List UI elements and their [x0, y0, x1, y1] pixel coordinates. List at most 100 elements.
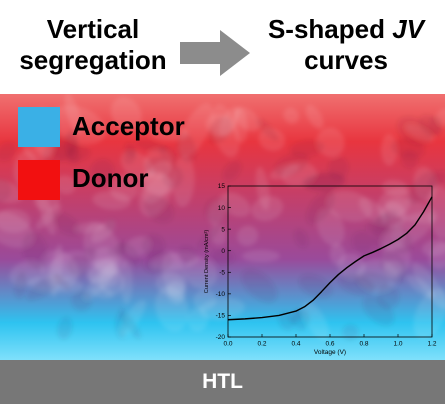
domain-blob	[242, 249, 280, 263]
y-tick-label: -15	[216, 313, 226, 320]
domain-blob	[210, 248, 236, 266]
acceptor-legend-label: Acceptor	[72, 111, 185, 141]
domain-blob	[57, 316, 73, 340]
domain-blob	[294, 228, 308, 248]
domain-blob	[83, 246, 98, 263]
domain-blob	[155, 272, 186, 296]
header-band: Vertical segregation S-shaped JV curves	[0, 0, 445, 94]
domain-blob	[233, 107, 248, 144]
title-right-line1: S-shaped JV	[250, 14, 442, 45]
domain-blob	[338, 273, 375, 296]
domain-blob	[422, 239, 445, 257]
x-tick-label: 0.0	[223, 341, 232, 348]
domain-blob	[0, 178, 12, 202]
domain-blob	[119, 308, 141, 339]
jv-curve-chart: 0.0 0.2 0.4 0.6 0.8 1.0 1.2 -20 -15 -10 -5 0 5 10 15 Vo…	[204, 183, 437, 356]
domain-blob	[237, 225, 259, 247]
domain-blob	[53, 272, 71, 291]
domain-blob	[184, 256, 218, 289]
domain-blob	[283, 107, 299, 124]
domain-blob	[51, 212, 81, 236]
domain-blob	[134, 139, 168, 153]
blend-morphology	[0, 94, 445, 360]
x-tick-label: 1.2	[427, 341, 436, 348]
domain-blob	[351, 230, 374, 253]
domain-blob	[418, 114, 441, 137]
title-left-line1: Vertical	[46, 14, 140, 44]
domain-blob	[71, 289, 92, 311]
domain-blob	[326, 190, 373, 222]
donor-swatch	[18, 160, 60, 200]
domain-blob	[67, 254, 90, 277]
domain-blob	[255, 118, 279, 142]
domain-blob	[193, 289, 217, 311]
domain-blob	[176, 133, 197, 164]
y-tick-label: -20	[216, 334, 226, 341]
x-tick-label: 0.4	[291, 341, 300, 348]
title-right-line2: curves	[304, 45, 388, 75]
domain-blob	[87, 255, 127, 284]
x-tick-label: 0.2	[257, 341, 266, 348]
domain-blob	[362, 295, 395, 326]
plot-frame	[227, 185, 433, 338]
domain-blob	[122, 148, 137, 165]
x-tick-label: 0.8	[359, 341, 368, 348]
htl-label: HTL	[202, 370, 243, 393]
jv-series-line	[227, 196, 433, 321]
domain-blob	[241, 269, 278, 303]
title-right-line1-pre: S-shaped	[267, 14, 393, 44]
y-tick-label: -5	[219, 269, 225, 276]
y-tick-label: 15	[218, 183, 226, 190]
right-arrow-icon	[180, 30, 250, 76]
domain-blob	[104, 218, 116, 233]
domain-blob	[55, 175, 76, 195]
domain-blob	[161, 164, 184, 189]
acceptor-swatch	[18, 107, 60, 147]
y-tick-label: -10	[216, 291, 226, 298]
y-tick-label: 0	[221, 248, 225, 255]
y-tick-label: 10	[218, 205, 226, 212]
domain-blob	[427, 185, 445, 240]
domain-blob	[26, 274, 63, 301]
domain-blob	[115, 312, 127, 339]
domain-blob	[110, 97, 142, 131]
title-left-line2: segregation	[19, 45, 167, 75]
domain-blob	[107, 248, 122, 261]
domain-blob	[289, 139, 325, 158]
domain-blob	[255, 166, 270, 210]
x-tick-label: 1.0	[393, 341, 402, 348]
s-shaped-jv-title: S-shaped JV curves	[250, 14, 442, 76]
domain-blob	[141, 234, 165, 258]
domain-blob	[428, 170, 445, 189]
domain-blob	[52, 142, 91, 163]
domain-blob	[379, 250, 407, 284]
domain-blob	[143, 194, 174, 223]
domain-blob	[208, 116, 233, 144]
x-tick-label: 0.6	[325, 341, 334, 348]
title-right-line1-em: JV	[392, 14, 425, 44]
domain-blob	[120, 259, 133, 305]
domain-blob	[204, 197, 231, 224]
htl-layer: HTL	[0, 360, 445, 404]
x-axis-label: Voltage (V)	[314, 349, 346, 356]
domain-blob	[144, 156, 167, 175]
domain-blob	[302, 301, 329, 340]
domain-blob	[298, 274, 333, 298]
domain-blob	[390, 138, 425, 160]
domain-texture	[0, 94, 445, 341]
domain-blob	[0, 208, 31, 233]
domain-blob	[0, 141, 17, 162]
domain-blob	[411, 262, 445, 310]
domain-blob	[222, 160, 242, 182]
domain-blob	[342, 324, 359, 341]
domain-blob	[306, 190, 336, 225]
y-tick-label: 5	[221, 226, 225, 233]
domain-blob	[155, 285, 189, 332]
y-axis-label: Current Density (mA/cm²)	[204, 230, 210, 294]
domain-blob	[273, 152, 309, 177]
domain-blob	[14, 271, 28, 299]
domain-blob	[178, 246, 198, 264]
domain-blob	[64, 94, 82, 136]
domain-blob	[90, 158, 115, 185]
